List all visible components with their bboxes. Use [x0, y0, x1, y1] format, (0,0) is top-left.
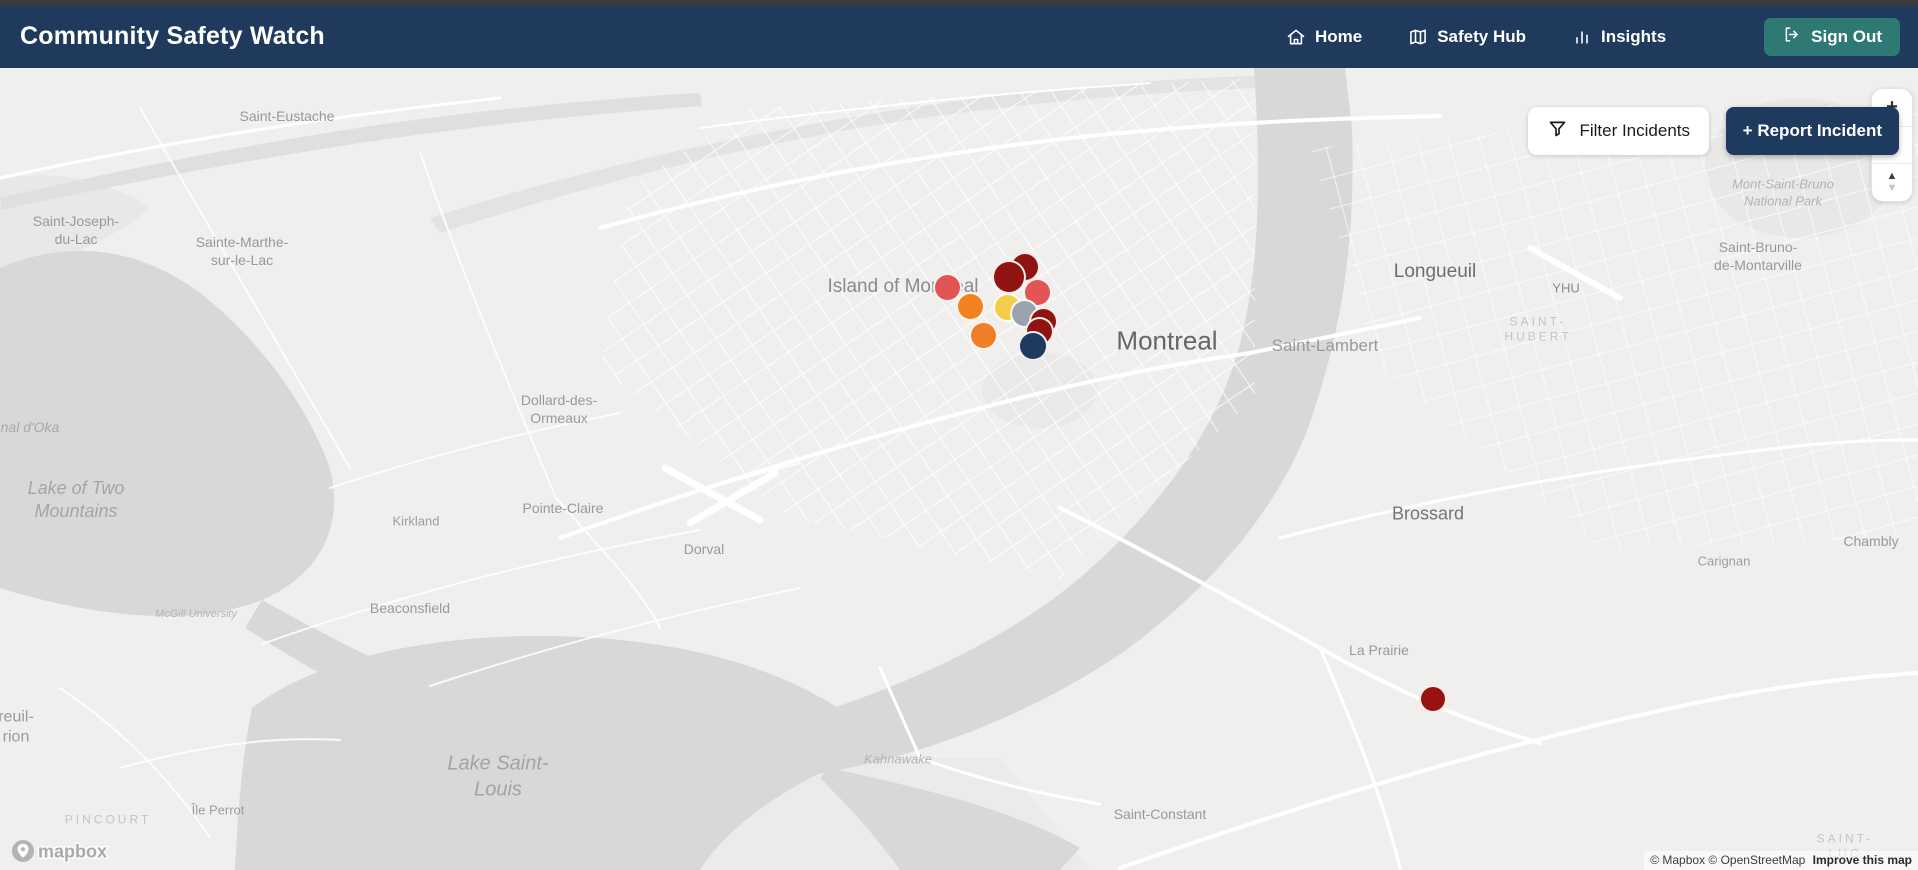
funnel-icon: [1547, 118, 1568, 144]
main-nav: Home Safety Hub Insights Sign Out: [1286, 17, 1900, 56]
pitch-toggle-button[interactable]: ▲ ▼: [1872, 163, 1912, 201]
arrow-down-icon: ▼: [1886, 181, 1898, 194]
map-view[interactable]: Saint-Eustache Saint-Joseph- du-Lac Sainte…: [0, 68, 1918, 870]
nav-item-insights[interactable]: Insights: [1572, 27, 1666, 47]
window-top-strip: [0, 0, 1918, 5]
map-canvas: [0, 68, 1918, 870]
improve-map-link[interactable]: Improve this map: [1812, 853, 1912, 867]
sign-out-icon: [1782, 25, 1801, 49]
mapbox-wordmark: mapbox: [38, 842, 107, 862]
mapbox-logo[interactable]: mapbox: [10, 838, 122, 864]
map-attribution: © Mapbox © OpenStreetMap Improve this ma…: [1644, 851, 1918, 870]
incident-marker-11[interactable]: [968, 320, 998, 350]
app-header: Community Safety Watch Home Safety Hub I…: [0, 5, 1918, 68]
filter-incidents-button[interactable]: Filter Incidents: [1528, 107, 1709, 155]
sign-out-button[interactable]: Sign Out: [1764, 17, 1900, 56]
incident-marker-1[interactable]: [932, 272, 962, 302]
nav-item-label: Insights: [1601, 26, 1667, 46]
sign-out-label: Sign Out: [1811, 26, 1882, 46]
home-icon: [1286, 27, 1306, 47]
map-markers-layer: [0, 68, 1918, 870]
arrow-up-icon: ▲: [1886, 170, 1898, 183]
nav-item-safety-hub[interactable]: Safety Hub: [1408, 27, 1526, 47]
incident-marker-6[interactable]: [992, 260, 1026, 294]
nav-item-label: Home: [1314, 26, 1363, 46]
map-icon: [1408, 27, 1428, 47]
report-incident-button[interactable]: + Report Incident: [1725, 107, 1899, 155]
filter-incidents-label: Filter Incidents: [1579, 121, 1690, 140]
bar-chart-icon: [1572, 27, 1592, 47]
nav-item-label: Safety Hub: [1437, 26, 1526, 46]
app-title: Community Safety Watch: [20, 22, 325, 50]
incident-marker-12[interactable]: [1419, 685, 1447, 713]
attribution-mapbox-link[interactable]: © Mapbox: [1650, 853, 1706, 867]
nav-item-home[interactable]: Home: [1286, 27, 1362, 47]
incident-marker-10[interactable]: [1018, 331, 1048, 361]
attribution-osm-link[interactable]: © OpenStreetMap: [1708, 853, 1806, 867]
incident-marker-2[interactable]: [955, 291, 985, 321]
